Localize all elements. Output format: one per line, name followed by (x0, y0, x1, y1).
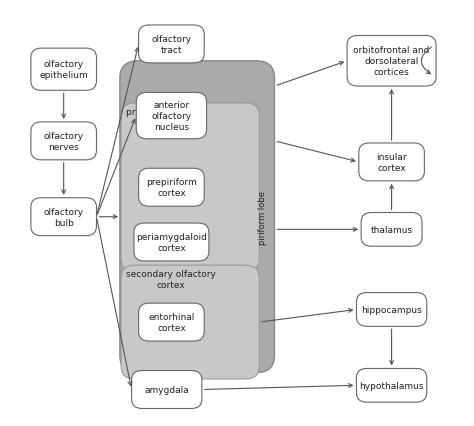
FancyBboxPatch shape (138, 303, 204, 341)
FancyBboxPatch shape (361, 213, 422, 247)
Text: olfactory
tract: olfactory tract (151, 35, 191, 55)
FancyBboxPatch shape (120, 62, 274, 373)
Text: thalamus: thalamus (371, 225, 413, 234)
Text: orbitofrontal and
dorsolateral
cortices: orbitofrontal and dorsolateral cortices (354, 46, 430, 77)
Text: piriform lobe: piriform lobe (258, 190, 267, 244)
Text: insular
cortex: insular cortex (376, 153, 407, 173)
Text: amygdala: amygdala (145, 385, 189, 394)
FancyBboxPatch shape (137, 93, 207, 139)
FancyBboxPatch shape (356, 368, 427, 402)
Text: olfactory
epithelium: olfactory epithelium (39, 60, 88, 80)
FancyBboxPatch shape (121, 265, 259, 379)
FancyBboxPatch shape (356, 293, 427, 326)
Text: prepiriform
cortex: prepiriform cortex (146, 178, 197, 198)
Text: olfactory
bulb: olfactory bulb (44, 207, 84, 227)
Text: periamygdaloid
cortex: periamygdaloid cortex (136, 233, 207, 253)
Text: hippocampus: hippocampus (361, 305, 422, 314)
FancyBboxPatch shape (31, 198, 97, 236)
FancyBboxPatch shape (134, 224, 209, 262)
Text: primary olfactory
cortex: primary olfactory cortex (126, 108, 204, 127)
FancyBboxPatch shape (359, 144, 424, 181)
FancyBboxPatch shape (347, 36, 436, 87)
FancyBboxPatch shape (138, 169, 204, 207)
Text: secondary olfactory
cortex: secondary olfactory cortex (126, 270, 216, 289)
FancyBboxPatch shape (31, 49, 97, 91)
Text: hypothalamus: hypothalamus (359, 381, 424, 390)
Text: entorhinal
cortex: entorhinal cortex (148, 312, 195, 332)
FancyBboxPatch shape (121, 104, 259, 272)
Text: anterior
olfactory
nucleus: anterior olfactory nucleus (151, 101, 191, 132)
FancyBboxPatch shape (138, 26, 204, 64)
Text: olfactory
nerves: olfactory nerves (44, 132, 84, 152)
FancyBboxPatch shape (31, 123, 97, 161)
FancyBboxPatch shape (132, 371, 202, 409)
